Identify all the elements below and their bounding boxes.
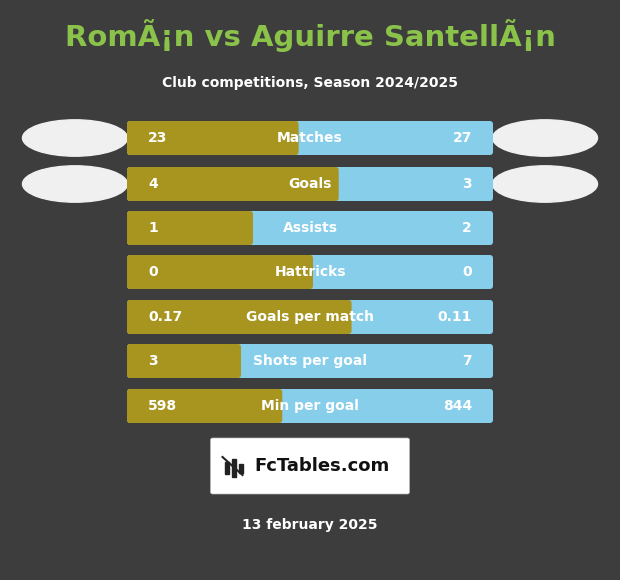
Text: Goals: Goals [288, 177, 332, 191]
FancyBboxPatch shape [127, 344, 241, 378]
Bar [224, 462, 229, 474]
Text: Hattricks: Hattricks [274, 265, 346, 279]
Text: 0: 0 [463, 265, 472, 279]
Text: 4: 4 [148, 177, 157, 191]
Text: 27: 27 [453, 131, 472, 145]
FancyBboxPatch shape [127, 121, 493, 155]
Text: Club competitions, Season 2024/2025: Club competitions, Season 2024/2025 [162, 76, 458, 90]
FancyBboxPatch shape [127, 300, 352, 334]
Text: RomÃ¡n vs Aguirre SantellÃ¡n: RomÃ¡n vs Aguirre SantellÃ¡n [64, 19, 556, 52]
Bar [231, 459, 236, 477]
Text: FcTables.com: FcTables.com [254, 457, 389, 475]
Text: 3: 3 [463, 177, 472, 191]
Text: 3: 3 [148, 354, 157, 368]
Ellipse shape [22, 166, 128, 202]
Text: 844: 844 [443, 399, 472, 413]
FancyBboxPatch shape [127, 344, 493, 378]
FancyBboxPatch shape [127, 211, 253, 245]
FancyBboxPatch shape [127, 389, 282, 423]
FancyBboxPatch shape [127, 167, 339, 201]
FancyBboxPatch shape [127, 389, 493, 423]
Text: 1: 1 [148, 221, 157, 235]
FancyBboxPatch shape [127, 121, 299, 155]
Text: 13 february 2025: 13 february 2025 [242, 518, 378, 532]
Text: 0: 0 [148, 265, 157, 279]
FancyBboxPatch shape [211, 438, 409, 494]
Ellipse shape [22, 120, 128, 156]
Text: 2: 2 [463, 221, 472, 235]
Text: Min per goal: Min per goal [261, 399, 359, 413]
Text: 598: 598 [148, 399, 177, 413]
Text: 0.17: 0.17 [148, 310, 182, 324]
Text: 0.11: 0.11 [438, 310, 472, 324]
Text: Matches: Matches [277, 131, 343, 145]
Text: Assists: Assists [283, 221, 337, 235]
Text: 23: 23 [148, 131, 167, 145]
FancyBboxPatch shape [127, 167, 493, 201]
FancyBboxPatch shape [127, 211, 493, 245]
FancyBboxPatch shape [127, 255, 313, 289]
Text: Goals per match: Goals per match [246, 310, 374, 324]
Ellipse shape [492, 120, 598, 156]
Bar [239, 463, 242, 473]
Text: Shots per goal: Shots per goal [253, 354, 367, 368]
Text: 7: 7 [463, 354, 472, 368]
FancyBboxPatch shape [127, 255, 493, 289]
FancyBboxPatch shape [127, 300, 493, 334]
Ellipse shape [492, 166, 598, 202]
